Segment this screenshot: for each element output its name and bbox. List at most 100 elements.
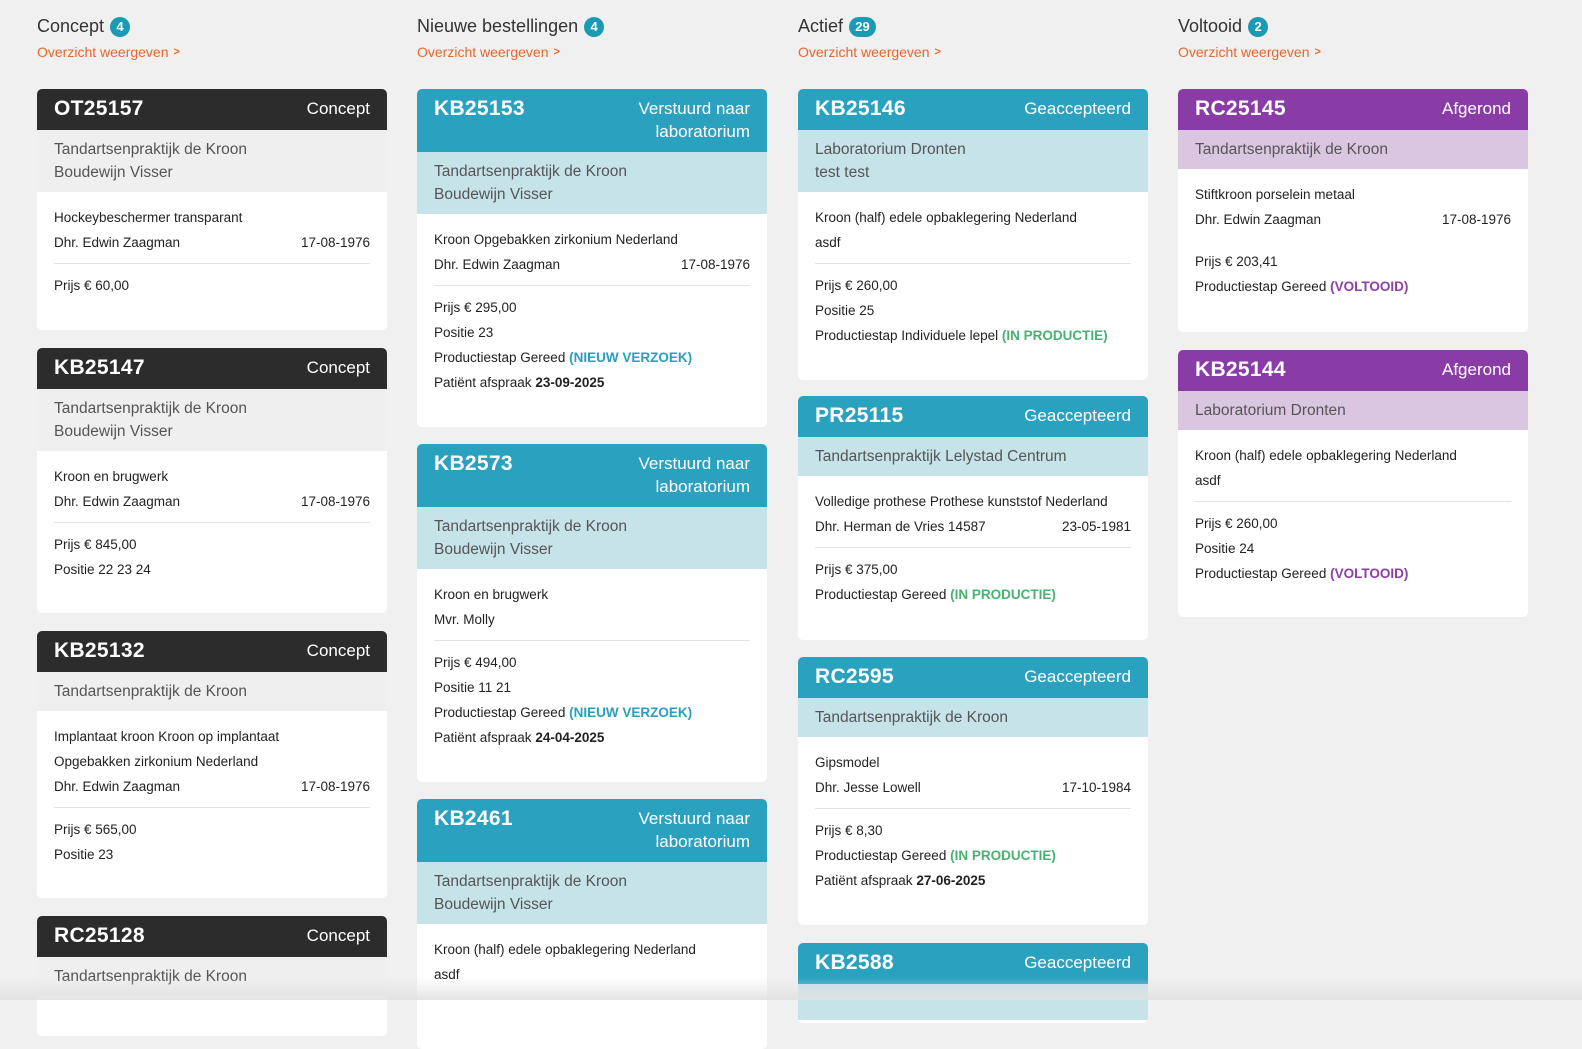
column-title: Concept xyxy=(37,16,105,36)
patient-appointment: Patiënt afspraak 24-04-2025 xyxy=(434,725,750,750)
count-badge: 4 xyxy=(110,16,131,37)
practice-name: Tandartsenpraktijk de Kroon xyxy=(434,163,628,180)
price: Prijs € 494,00 xyxy=(434,655,517,670)
card-body: Volledige prothese Prothese kunststof Ne… xyxy=(798,476,1148,607)
overview-link[interactable]: Overzicht weergeven > xyxy=(417,44,604,60)
column-title: Actief xyxy=(798,16,844,36)
divider xyxy=(815,808,1131,809)
product-line: Kroon (half) edele opbaklegering Nederla… xyxy=(815,210,1077,225)
order-code: KB25146 xyxy=(815,97,906,120)
order-status: Geaccepteerd xyxy=(1024,953,1131,972)
overview-link[interactable]: Overzicht weergeven > xyxy=(798,44,941,60)
overview-link[interactable]: Overzicht weergeven > xyxy=(1178,44,1321,60)
product-line: Implantaat kroon Kroon op implantaat xyxy=(54,729,280,744)
order-card[interactable]: RC2595 Geaccepteerd Tandartsenpraktijk de… xyxy=(798,657,1148,925)
dentist-name: Boudewijn Visser xyxy=(54,423,173,440)
patient-name: Dhr. Herman de Vries 14587 xyxy=(815,519,986,534)
card-body: Stiftkroon porselein metaal Dhr. Edwin Z… xyxy=(1178,169,1528,299)
position: Positie 24 xyxy=(1195,541,1255,556)
card-body: Implantaat kroon Kroon op implantaat Opg… xyxy=(37,711,387,867)
order-status: Geaccepteerd xyxy=(1024,406,1131,425)
patient-appointment: Patiënt afspraak 27-06-2025 xyxy=(815,868,1131,893)
card-header: KB25132 Concept xyxy=(37,631,387,672)
column-header: Concept 4 Overzicht weergeven > xyxy=(37,16,180,60)
appointment-label: Patiënt afspraak xyxy=(434,730,532,745)
patient-name: Dhr. Edwin Zaagman xyxy=(54,494,181,509)
divider xyxy=(1195,501,1511,502)
order-card[interactable]: KB25132 Concept Tandartsenpraktijk de Kro… xyxy=(37,631,387,898)
production-step-status: (VOLTOOID) xyxy=(1330,566,1409,581)
column-title: Voltooid xyxy=(1178,16,1243,36)
practice-name: Tandartsenpraktijk de Kroon xyxy=(1195,141,1389,158)
production-step-label: Productiestap Gereed xyxy=(1195,566,1327,581)
order-code: RC2595 xyxy=(815,665,894,688)
product-line: Kroon en brugwerk xyxy=(434,587,549,602)
card-subheader: Laboratorium Dronten xyxy=(1178,391,1528,430)
production-step-label: Productiestap Gereed xyxy=(815,848,947,863)
production-step-status: (VOLTOOID) xyxy=(1330,279,1409,294)
order-card[interactable]: KB25153 Verstuurd naar laboratorium Tanda… xyxy=(417,89,767,427)
product-line: Kroon (half) edele opbaklegering Nederla… xyxy=(1195,448,1457,463)
order-code: KB25132 xyxy=(54,639,145,662)
production-step: Productiestap Gereed (IN PRODUCTIE) xyxy=(815,843,1131,868)
order-status: Verstuurd naar laboratorium xyxy=(638,99,750,141)
order-card[interactable]: RC25128 Concept Tandartsenpraktijk de Kro… xyxy=(37,916,387,1036)
appointment-label: Patiënt afspraak xyxy=(434,375,532,390)
production-step-label: Productiestap Gereed xyxy=(815,587,947,602)
order-status: Concept xyxy=(306,641,370,660)
card-subheader: Tandartsenpraktijk de Kroon xyxy=(1178,130,1528,169)
card-subheader: Tandartsenpraktijk de Kroon Boudewijn Vis… xyxy=(37,389,387,451)
product-line: asdf xyxy=(815,235,841,250)
order-card[interactable]: KB2573 Verstuurd naar laboratorium Tandar… xyxy=(417,444,767,782)
product-line: Kroon en brugwerk xyxy=(54,469,169,484)
appointment-date: 24-04-2025 xyxy=(535,730,605,745)
patient-row: Dhr. Edwin Zaagman 17-08-1976 xyxy=(1195,207,1511,232)
order-card[interactable]: KB25146 Geaccepteerd Laboratorium Dronten… xyxy=(798,89,1148,380)
order-code: KB2573 xyxy=(434,452,513,475)
card-body: Gipsmodel Dhr. Jesse Lowell 17-10-1984 Pr… xyxy=(798,737,1148,893)
card-subheader: Tandartsenpraktijk de Kroon Boudewijn Vis… xyxy=(417,152,767,214)
patient-row: Dhr. Edwin Zaagman 17-08-1976 xyxy=(54,774,370,799)
order-code: KB25147 xyxy=(54,356,145,379)
overview-link-label: Overzicht weergeven xyxy=(1178,44,1310,60)
dentist-name: Boudewijn Visser xyxy=(434,896,553,913)
divider xyxy=(434,285,750,286)
count-badge: 29 xyxy=(849,16,877,37)
card-header: RC2595 Geaccepteerd xyxy=(798,657,1148,698)
patient-name: Mvr. Molly xyxy=(434,612,495,627)
price: Prijs € 375,00 xyxy=(815,562,898,577)
column-title: Nieuwe bestellingen xyxy=(417,16,579,36)
order-card[interactable]: KB25144 Afgerond Laboratorium Dronten Kro… xyxy=(1178,350,1528,617)
patient-appointment: Patiënt afspraak 23-09-2025 xyxy=(434,370,750,395)
appointment-label: Patiënt afspraak xyxy=(815,873,913,888)
card-body: Kroon (half) edele opbaklegering Nederla… xyxy=(798,192,1148,348)
card-body: Kroon Opgebakken zirkonium Nederland Dhr… xyxy=(417,214,767,395)
order-card[interactable]: KB2461 Verstuurd naar laboratorium Tandar… xyxy=(417,799,767,1049)
price: Prijs € 8,30 xyxy=(815,823,883,838)
price: Prijs € 295,00 xyxy=(434,300,517,315)
card-header: KB25144 Afgerond xyxy=(1178,350,1528,391)
order-code: KB2588 xyxy=(815,951,894,974)
order-card[interactable]: OT25157 Concept Tandartsenpraktijk de Kro… xyxy=(37,89,387,330)
order-card[interactable]: RC25145 Afgerond Tandartsenpraktijk de Kr… xyxy=(1178,89,1528,332)
card-header: KB25146 Geaccepteerd xyxy=(798,89,1148,130)
patient-dob: 17-08-1976 xyxy=(680,257,750,272)
card-subheader: Tandartsenpraktijk de Kroon Boudewijn Vis… xyxy=(417,507,767,569)
order-card[interactable]: PR25115 Geaccepteerd Tandartsenpraktijk L… xyxy=(798,396,1148,640)
order-code: RC25145 xyxy=(1195,97,1286,120)
product-line: Gipsmodel xyxy=(815,755,880,770)
order-card[interactable]: KB25147 Concept Tandartsenpraktijk de Kro… xyxy=(37,348,387,613)
patient-dob: 17-08-1976 xyxy=(300,235,370,250)
practice-name: Tandartsenpraktijk de Kroon xyxy=(815,709,1009,726)
patient-row: Dhr. Jesse Lowell 17-10-1984 xyxy=(815,775,1131,800)
overview-link[interactable]: Overzicht weergeven > xyxy=(37,44,180,60)
chevron-right-icon: > xyxy=(934,46,941,58)
divider xyxy=(54,263,370,264)
divider xyxy=(54,522,370,523)
product-line: Opgebakken zirkonium Nederland xyxy=(54,754,259,769)
bottom-fade xyxy=(0,978,1582,1000)
divider xyxy=(815,547,1131,548)
overview-link-label: Overzicht weergeven xyxy=(37,44,169,60)
chevron-right-icon: > xyxy=(173,46,180,58)
card-body: Hockeybeschermer transparant Dhr. Edwin … xyxy=(37,192,387,298)
